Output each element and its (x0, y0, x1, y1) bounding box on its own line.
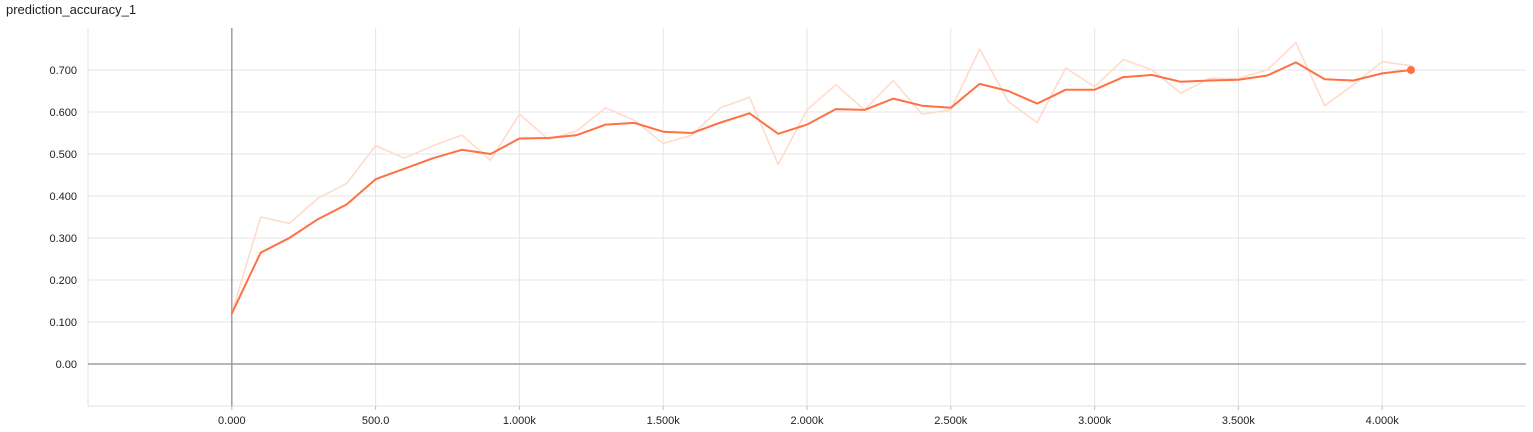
y-tick-label: 0.600 (49, 107, 77, 119)
series-line-raw[interactable] (231, 41, 1412, 315)
x-tick-label: 4.000k (1366, 415, 1400, 427)
y-tick-label: 0.00 (56, 359, 77, 371)
series-line-smoothed[interactable] (230, 61, 1412, 315)
x-tick-label: 1.500k (647, 415, 681, 427)
x-tick-label: 0.000 (218, 415, 246, 427)
y-tick-label: 0.300 (49, 233, 77, 245)
x-tick-label: 500.0 (362, 415, 390, 427)
chart-title: prediction_accuracy_1 (6, 2, 137, 17)
last-point-marker[interactable] (1406, 66, 1415, 74)
x-tick-label: 1.000k (503, 415, 537, 427)
y-tick-label: 0.100 (49, 317, 77, 329)
y-tick-label: 0.500 (49, 149, 77, 161)
y-tick-label: 0.200 (49, 275, 77, 287)
x-tick-label: 2.000k (790, 415, 824, 427)
x-tick-label: 3.000k (1078, 415, 1112, 427)
y-tick-label: 0.400 (49, 191, 77, 203)
x-tick-label: 2.500k (934, 415, 968, 427)
x-tick-label: 3.500k (1222, 415, 1256, 427)
y-tick-label: 0.700 (49, 65, 77, 77)
